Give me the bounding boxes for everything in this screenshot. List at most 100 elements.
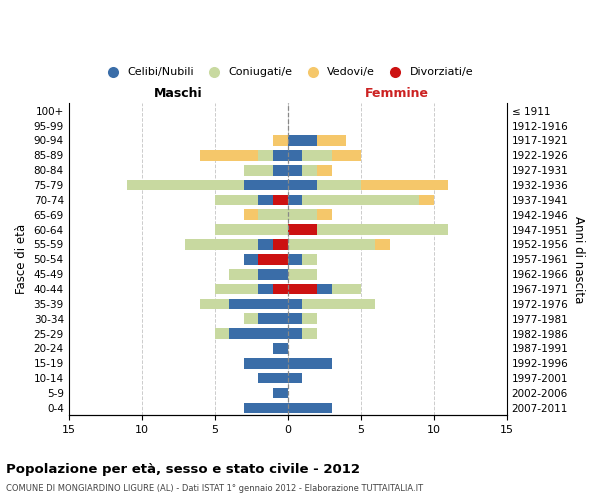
Text: Popolazione per età, sesso e stato civile - 2012: Popolazione per età, sesso e stato civil… xyxy=(6,462,360,475)
Bar xyxy=(259,373,287,384)
Bar xyxy=(287,135,317,146)
Bar xyxy=(244,254,287,264)
Bar xyxy=(273,343,287,354)
Text: Maschi: Maschi xyxy=(154,88,202,101)
Bar xyxy=(273,343,287,354)
Bar xyxy=(273,343,287,354)
Bar xyxy=(287,328,317,339)
Bar xyxy=(215,328,287,339)
Bar xyxy=(287,135,317,146)
Bar xyxy=(229,298,287,309)
Bar xyxy=(215,328,287,339)
Bar xyxy=(244,165,287,175)
Bar xyxy=(215,224,287,235)
Bar xyxy=(244,180,287,190)
Bar xyxy=(200,150,287,160)
Bar xyxy=(287,284,317,294)
Bar xyxy=(273,150,287,160)
Bar xyxy=(273,388,287,398)
Bar xyxy=(287,402,331,413)
Bar xyxy=(287,135,346,146)
Bar xyxy=(244,254,287,264)
Bar xyxy=(185,239,287,250)
Bar xyxy=(215,224,287,235)
Bar xyxy=(244,402,287,413)
Bar xyxy=(259,150,287,160)
Bar xyxy=(287,165,331,175)
Bar xyxy=(273,165,287,175)
Bar xyxy=(259,373,287,384)
Bar xyxy=(244,358,287,368)
Bar xyxy=(244,358,287,368)
Bar xyxy=(244,314,287,324)
Bar xyxy=(287,373,302,384)
Bar xyxy=(200,298,287,309)
Bar xyxy=(229,328,287,339)
Y-axis label: Anni di nascita: Anni di nascita xyxy=(572,216,585,303)
Bar xyxy=(287,194,302,205)
Text: COMUNE DI MONGIARDINO LIGURE (AL) - Dati ISTAT 1° gennaio 2012 - Elaborazione TU: COMUNE DI MONGIARDINO LIGURE (AL) - Dati… xyxy=(6,484,423,493)
Bar xyxy=(273,388,287,398)
Bar xyxy=(215,194,287,205)
Bar xyxy=(287,210,317,220)
Bar xyxy=(287,254,302,264)
Bar xyxy=(287,328,302,339)
Bar xyxy=(287,328,317,339)
Bar xyxy=(287,284,361,294)
Bar xyxy=(259,373,287,384)
Bar xyxy=(287,298,376,309)
Bar xyxy=(200,298,287,309)
Bar xyxy=(287,224,317,235)
Bar xyxy=(287,373,302,384)
Bar xyxy=(215,284,287,294)
Bar xyxy=(244,254,287,264)
Bar xyxy=(287,254,317,264)
Bar xyxy=(287,314,317,324)
Bar xyxy=(287,314,317,324)
Y-axis label: Fasce di età: Fasce di età xyxy=(15,224,28,294)
Bar xyxy=(287,224,448,235)
Bar xyxy=(287,298,376,309)
Bar xyxy=(287,210,331,220)
Bar xyxy=(287,150,361,160)
Bar xyxy=(287,165,302,175)
Bar xyxy=(273,135,287,146)
Bar xyxy=(287,358,331,368)
Text: Femmine: Femmine xyxy=(365,88,429,101)
Bar xyxy=(259,254,287,264)
Bar xyxy=(287,284,361,294)
Bar xyxy=(287,358,331,368)
Bar xyxy=(244,210,287,220)
Bar xyxy=(244,314,287,324)
Bar xyxy=(287,402,331,413)
Bar xyxy=(259,284,287,294)
Bar xyxy=(259,269,287,280)
Bar xyxy=(215,194,287,205)
Bar xyxy=(229,269,287,280)
Bar xyxy=(259,210,287,220)
Bar xyxy=(287,150,331,160)
Legend: Celibi/Nubili, Coniugati/e, Vedovi/e, Divorziati/e: Celibi/Nubili, Coniugati/e, Vedovi/e, Di… xyxy=(100,65,475,80)
Bar xyxy=(127,180,287,190)
Bar xyxy=(273,388,287,398)
Bar xyxy=(287,402,331,413)
Bar xyxy=(287,224,448,235)
Bar xyxy=(287,298,302,309)
Bar xyxy=(229,269,287,280)
Bar xyxy=(185,239,287,250)
Bar xyxy=(259,194,287,205)
Bar xyxy=(287,284,331,294)
Bar xyxy=(287,239,390,250)
Bar xyxy=(273,239,287,250)
Bar xyxy=(244,402,287,413)
Bar xyxy=(287,269,317,280)
Bar xyxy=(244,165,287,175)
Bar xyxy=(287,180,361,190)
Bar xyxy=(287,224,317,235)
Bar xyxy=(287,194,419,205)
Bar xyxy=(215,284,287,294)
Bar xyxy=(287,165,317,175)
Bar xyxy=(287,373,302,384)
Bar xyxy=(287,254,317,264)
Bar xyxy=(259,239,287,250)
